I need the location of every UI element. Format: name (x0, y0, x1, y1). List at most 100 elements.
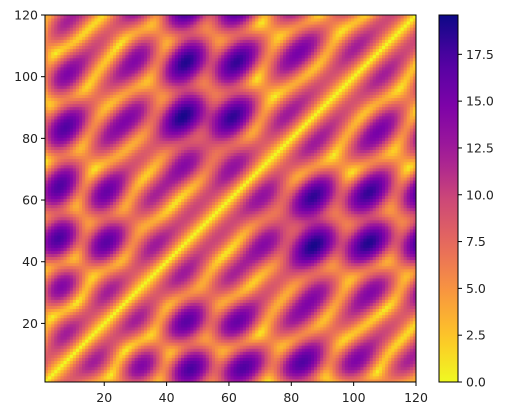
heatmap-cell (385, 293, 389, 297)
heatmap-cell (304, 259, 309, 264)
heatmap-cell (295, 311, 299, 316)
heatmap-cell (239, 348, 244, 352)
heatmap-cell (261, 336, 265, 340)
heatmap-cell (147, 366, 151, 371)
heatmap-cell (347, 320, 352, 325)
heatmap-cell (69, 281, 74, 285)
heatmap-cell (351, 290, 355, 294)
heatmap-cell (125, 290, 129, 294)
heatmap-cell (258, 265, 262, 270)
heatmap-cell (381, 311, 386, 316)
heatmap-cell (97, 274, 102, 279)
heatmap-cell (208, 314, 213, 319)
heatmap-cell (394, 302, 398, 306)
heatmap-cell (338, 281, 343, 285)
heatmap-cell (91, 323, 95, 328)
heatmap-cell (354, 363, 358, 368)
heatmap-cell (301, 323, 306, 328)
heatmap-cell (97, 299, 102, 303)
heatmap-cell (347, 326, 352, 331)
heatmap-cell (227, 363, 231, 368)
heatmap-cell (329, 336, 333, 340)
heatmap-cell (224, 351, 228, 355)
heatmap-cell (134, 333, 139, 337)
heatmap-cell (54, 302, 58, 306)
heatmap-cell (245, 320, 250, 325)
heatmap-cell (412, 333, 417, 337)
heatmap-cell (403, 330, 408, 334)
heatmap-cell (119, 256, 123, 261)
heatmap-cell (372, 274, 377, 279)
heatmap-cell (109, 290, 114, 294)
heatmap-cell (409, 305, 414, 309)
heatmap-cell (304, 342, 309, 346)
heatmap-cell (329, 345, 333, 349)
heatmap-cell (69, 253, 74, 258)
heatmap-cell (147, 262, 151, 267)
heatmap-cell (221, 342, 225, 346)
heatmap-cell (88, 278, 92, 282)
heatmap-cell (329, 259, 333, 264)
heatmap-cell (97, 302, 102, 306)
heatmap-cell (97, 259, 102, 264)
heatmap-cell (360, 311, 364, 316)
heatmap-cell (227, 314, 231, 319)
heatmap-cell (227, 372, 231, 377)
heatmap-cell (128, 320, 132, 325)
heatmap-cell (51, 357, 55, 361)
heatmap-cell (159, 287, 163, 291)
heatmap-cell (317, 354, 321, 358)
heatmap-cell (106, 336, 111, 340)
heatmap-cell (54, 253, 58, 258)
heatmap-cell (298, 268, 303, 273)
heatmap-cell (292, 287, 296, 291)
heatmap-cell (147, 271, 151, 276)
heatmap-cell (224, 360, 228, 365)
heatmap-cell (412, 342, 417, 346)
heatmap-cell (261, 348, 265, 352)
heatmap-cell (106, 290, 111, 294)
heatmap-cell (75, 339, 80, 343)
heatmap-cell (134, 308, 139, 313)
heatmap-cell (295, 271, 299, 276)
heatmap-cell (286, 302, 290, 306)
heatmap-cell (128, 363, 132, 368)
heatmap-cell (289, 256, 293, 261)
heatmap-cell (276, 299, 281, 303)
heatmap-cell (218, 281, 222, 285)
heatmap-cell (267, 287, 272, 291)
heatmap-cell (388, 320, 392, 325)
heatmap-cell (72, 271, 77, 276)
heatmap-cell (335, 268, 340, 273)
heatmap-cell (347, 281, 352, 285)
heatmap-cell (153, 363, 157, 368)
heatmap-cell (143, 330, 148, 334)
heatmap-cell (208, 320, 213, 325)
heatmap-cell (369, 284, 374, 288)
heatmap-cell (323, 296, 327, 300)
heatmap-cell (51, 281, 55, 285)
heatmap-cell (79, 268, 83, 273)
heatmap-cell (264, 311, 268, 316)
heatmap-cell (88, 271, 92, 276)
heatmap-cell (221, 375, 225, 380)
heatmap-cell (196, 345, 200, 349)
heatmap-cell (310, 345, 315, 349)
heatmap-cell (184, 299, 188, 303)
heatmap-cell (301, 378, 306, 383)
heatmap-cell (88, 265, 92, 270)
heatmap-cell (230, 366, 234, 371)
heatmap-cell (202, 357, 207, 361)
heatmap-cell (242, 326, 247, 331)
heatmap-cell (249, 281, 253, 285)
heatmap-cell (227, 375, 231, 380)
heatmap-cell (264, 320, 268, 325)
heatmap-cell (103, 369, 108, 374)
heatmap-cell (75, 290, 80, 294)
heatmap-cell (245, 305, 250, 309)
heatmap-cell (205, 348, 210, 352)
heatmap-cell (338, 265, 343, 270)
heatmap-cell (360, 363, 364, 368)
heatmap-cell (363, 278, 367, 282)
heatmap-cell (174, 274, 179, 279)
